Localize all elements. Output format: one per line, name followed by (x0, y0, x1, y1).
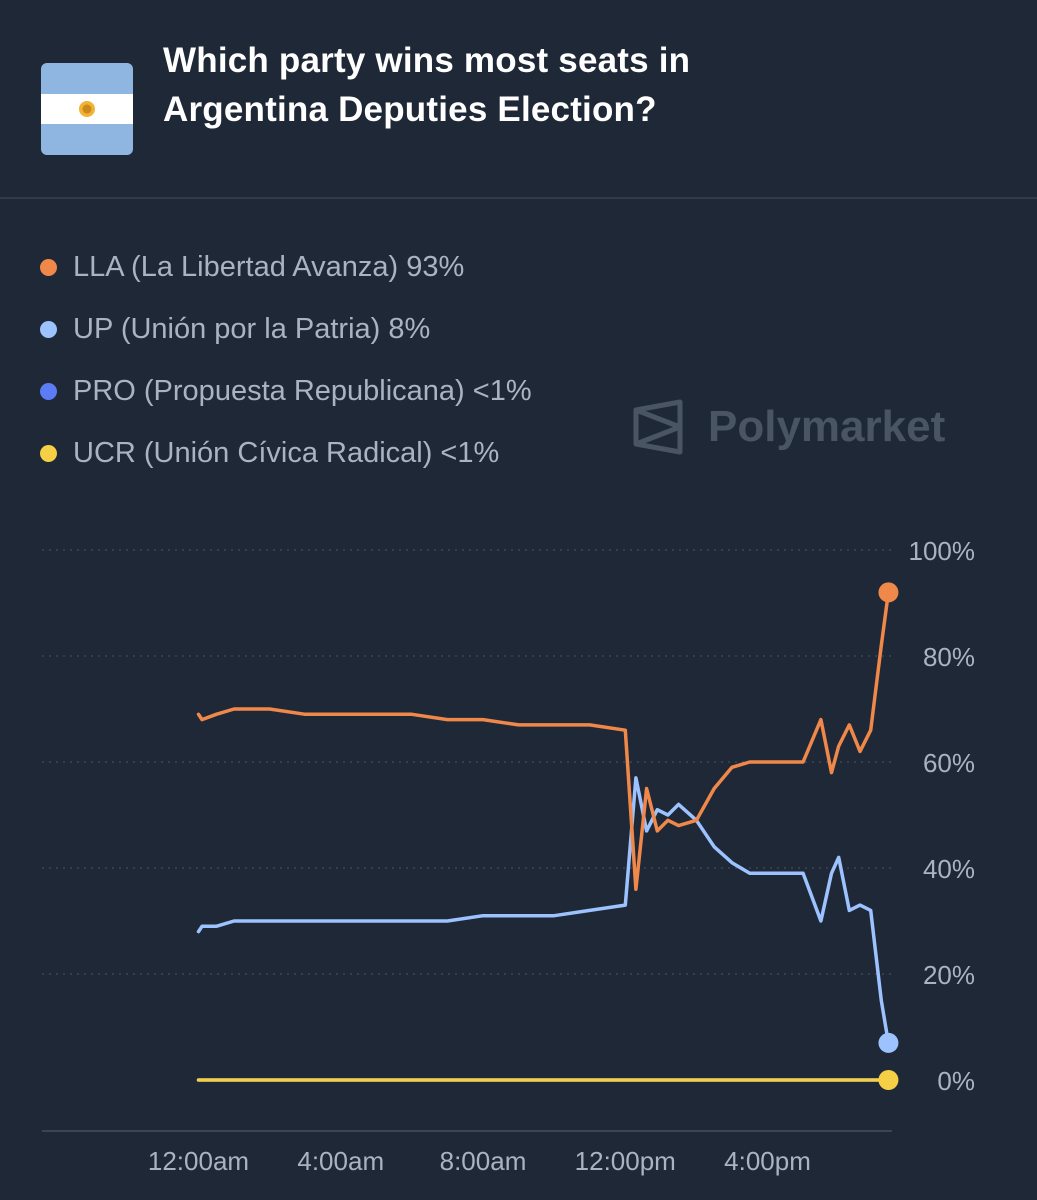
legend-dot-up (40, 320, 57, 338)
y-tick-label: 80% (923, 642, 975, 672)
series-endpoint-up (878, 1032, 899, 1053)
legend-label-lla: LLA (La Libertad Avanza) 93% (73, 250, 465, 283)
y-tick-label: 40% (923, 854, 975, 884)
series-line-lla (196, 590, 891, 891)
chart-legend: LLA (La Libertad Avanza) 93% UP (Unión p… (40, 236, 532, 484)
legend-dot-pro (40, 382, 57, 400)
polymarket-logo-icon (633, 399, 683, 455)
x-tick-label: 8:00am (440, 1146, 527, 1176)
x-tick-label: 12:00pm (575, 1146, 676, 1176)
price-history-chart[interactable]: 0%20%40%60%80%100% 12:00am 4:00am 8:00am 12… (0, 520, 1037, 1200)
polymarket-watermark: Polymarket (632, 398, 945, 456)
chart-series (196, 582, 899, 1090)
legend-dot-lla (40, 258, 57, 276)
argentina-flag-icon (41, 63, 133, 155)
y-tick-label: 100% (909, 536, 976, 566)
market-title: Which party wins most seats in Argentina… (163, 41, 691, 129)
x-axis-ticks: 12:00am 4:00am 8:00am 12:00pm 4:00pm (148, 1146, 811, 1176)
series-endpoint-ucr (878, 1070, 899, 1090)
watermark-text: Polymarket (708, 402, 946, 451)
x-tick-label: 4:00pm (724, 1146, 811, 1176)
legend-label-pro: PRO (Propuesta Republicana) <1% (73, 374, 532, 407)
market-header: Which party wins most seats in Argentina… (0, 0, 1037, 197)
series-line-up (196, 776, 891, 1045)
y-tick-label: 20% (923, 960, 975, 990)
legend-item-up[interactable]: UP (Unión por la Patria) 8% (40, 298, 532, 360)
legend-dot-ucr (40, 444, 57, 462)
y-tick-label: 60% (923, 748, 975, 778)
header-divider (0, 197, 1037, 199)
legend-label-ucr: UCR (Unión Cívica Radical) <1% (73, 436, 500, 469)
legend-item-pro[interactable]: PRO (Propuesta Republicana) <1% (40, 360, 532, 422)
legend-item-lla[interactable]: LLA (La Libertad Avanza) 93% (40, 236, 532, 298)
y-tick-label: 0% (937, 1066, 975, 1096)
x-tick-label: 4:00am (297, 1146, 384, 1176)
legend-item-ucr[interactable]: UCR (Unión Cívica Radical) <1% (40, 422, 532, 484)
legend-label-up: UP (Unión por la Patria) 8% (73, 312, 431, 345)
y-axis-ticks: 0% 20% 40% 60% 80% 100% (909, 536, 976, 1096)
x-tick-label: 12:00am (148, 1146, 249, 1176)
series-endpoint-lla (878, 582, 899, 603)
